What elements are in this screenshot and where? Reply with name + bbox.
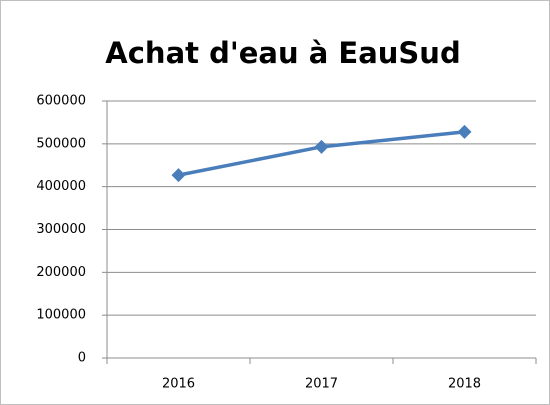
x-tick-label: 2016 [162, 377, 195, 392]
y-tick-label: 300000 [36, 222, 86, 237]
x-tick-label: 2018 [448, 377, 481, 392]
marker [457, 124, 472, 139]
chart-title: Achat d'eau à EauSud [105, 36, 460, 70]
y-tick-label: 500000 [36, 136, 86, 151]
y-tick-label: 0 [78, 351, 86, 366]
y-tick-label: 200000 [36, 265, 86, 280]
marker [314, 139, 329, 154]
y-tick-label: 100000 [36, 308, 86, 323]
x-tick-label: 2017 [305, 377, 338, 392]
y-tick-label: 600000 [36, 94, 86, 109]
y-tick-label: 400000 [36, 179, 86, 194]
marker [171, 168, 186, 183]
